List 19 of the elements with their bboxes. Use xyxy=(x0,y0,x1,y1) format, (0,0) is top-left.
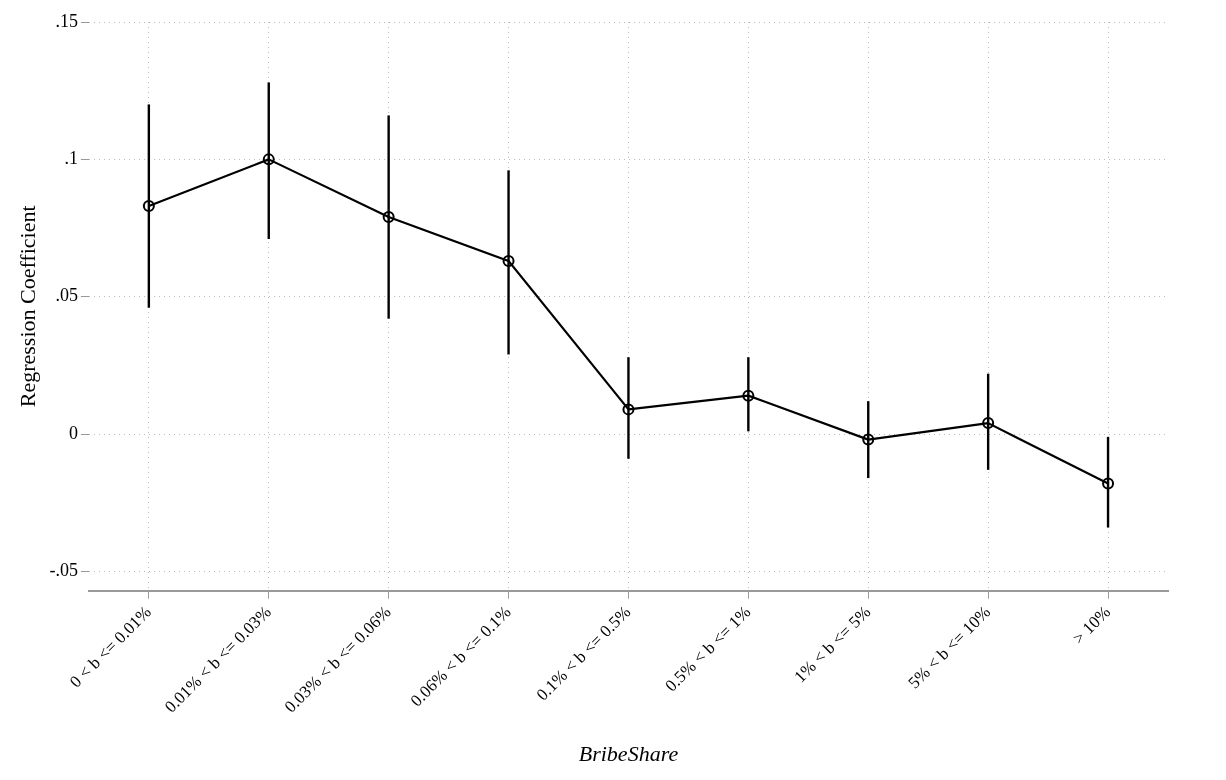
point xyxy=(862,433,875,446)
point xyxy=(502,255,515,268)
point xyxy=(982,417,995,430)
y-tick-label: .05 xyxy=(55,285,78,306)
x-tick-label: > 10% xyxy=(1068,602,1115,648)
point xyxy=(622,403,635,416)
y-tick-label: .1 xyxy=(64,148,78,169)
point xyxy=(262,153,275,166)
x-axis-title: BribeShare xyxy=(578,740,679,766)
point xyxy=(142,200,155,213)
y-tick-label: 0 xyxy=(68,422,78,443)
point xyxy=(742,389,755,402)
x-tick-label: 5% < b <= 10% xyxy=(904,602,995,693)
y-axis-title: Regression Coefficient xyxy=(14,205,40,408)
x-tick-label: 1% < b <= 5% xyxy=(790,602,875,687)
y-tick-label: .15 xyxy=(55,10,78,31)
point xyxy=(382,211,395,224)
point xyxy=(1102,477,1115,490)
y-tick-label: -.05 xyxy=(49,560,78,581)
